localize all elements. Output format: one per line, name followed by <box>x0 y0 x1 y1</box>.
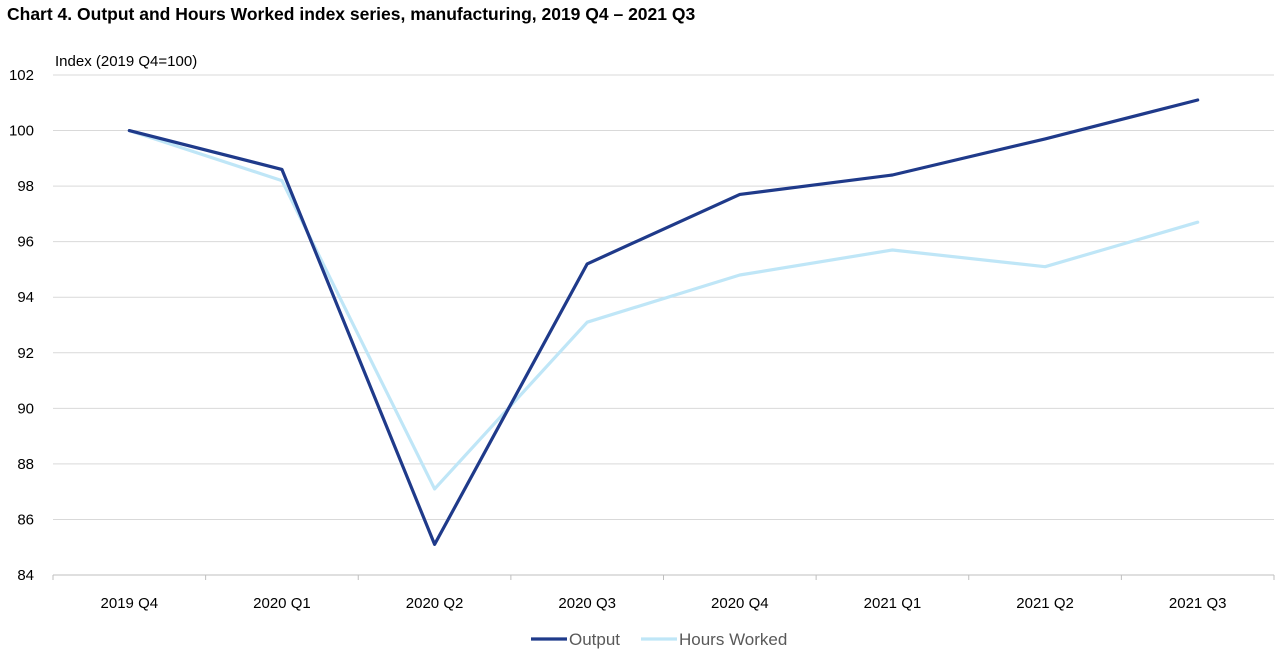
x-tick-label: 2021 Q1 <box>864 595 922 612</box>
y-tick-label: 96 <box>17 234 34 251</box>
y-tick-label: 98 <box>17 178 34 195</box>
x-tick-label: 2020 Q1 <box>253 595 311 612</box>
y-axis-label: Index (2019 Q4=100) <box>55 53 197 70</box>
series-line-output <box>127 98 1200 547</box>
y-tick-label: 92 <box>17 345 34 362</box>
x-tick-label: 2019 Q4 <box>101 595 159 612</box>
y-tick-label: 100 <box>9 123 34 140</box>
y-tick-label: 84 <box>17 567 34 584</box>
series-lines <box>127 98 1200 547</box>
legend-label: Output <box>569 630 620 649</box>
x-tick-label: 2020 Q3 <box>558 595 616 612</box>
axes: 84 86 88 90 92 94 96 98 100 102 2019 Q4 2020 Q1 2020… <box>9 67 1275 612</box>
chart-title: Chart 4. Output and Hours Worked index s… <box>7 4 696 24</box>
x-tick-label: 2020 Q4 <box>711 595 769 612</box>
y-tick-label: 88 <box>17 456 34 473</box>
y-tick-label: 94 <box>17 289 34 306</box>
x-tick-label: 2021 Q2 <box>1016 595 1074 612</box>
legend-label: Hours Worked <box>679 630 787 649</box>
legend: Output Hours Worked <box>531 630 787 649</box>
y-tick-label: 86 <box>17 511 34 528</box>
y-tick-label: 102 <box>9 67 34 84</box>
x-tick-label: 2021 Q3 <box>1169 595 1227 612</box>
x-tick-label: 2020 Q2 <box>406 595 464 612</box>
y-tick-label: 90 <box>17 400 34 417</box>
